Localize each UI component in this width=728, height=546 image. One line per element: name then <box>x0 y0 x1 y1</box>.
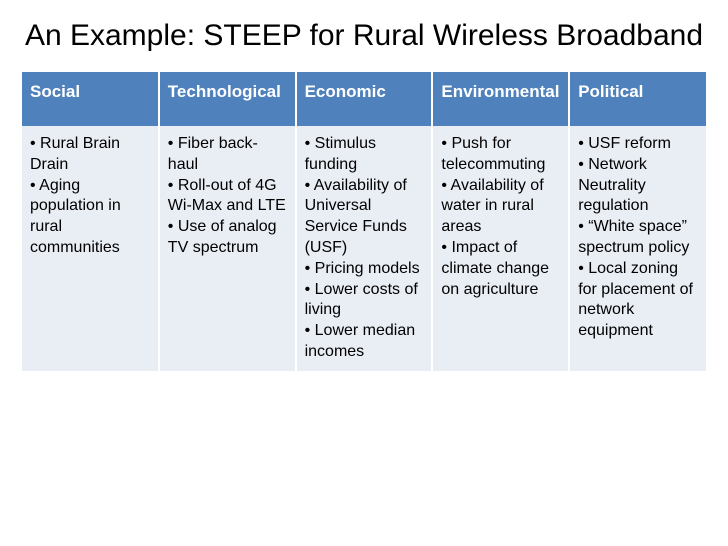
col-header-political: Political <box>569 72 706 126</box>
table-header-row: Social Technological Economic Environmen… <box>22 72 706 126</box>
cell-environmental: • Push for telecommuting• Availability o… <box>432 126 569 371</box>
cell-social: • Rural Brain Drain• Aging population in… <box>22 126 159 371</box>
slide-title: An Example: STEEP for Rural Wireless Bro… <box>22 18 706 54</box>
table-row: • Rural Brain Drain• Aging population in… <box>22 126 706 371</box>
slide: An Example: STEEP for Rural Wireless Bro… <box>0 0 728 546</box>
steep-table: Social Technological Economic Environmen… <box>22 72 706 371</box>
cell-technological: • Fiber back-haul• Roll-out of 4G Wi-Max… <box>159 126 296 371</box>
col-header-social: Social <box>22 72 159 126</box>
cell-political: • USF reform• Network Neutrality regulat… <box>569 126 706 371</box>
col-header-economic: Economic <box>296 72 433 126</box>
col-header-technological: Technological <box>159 72 296 126</box>
cell-economic: • Stimulus funding• Availability of Univ… <box>296 126 433 371</box>
col-header-environmental: Environmental <box>432 72 569 126</box>
